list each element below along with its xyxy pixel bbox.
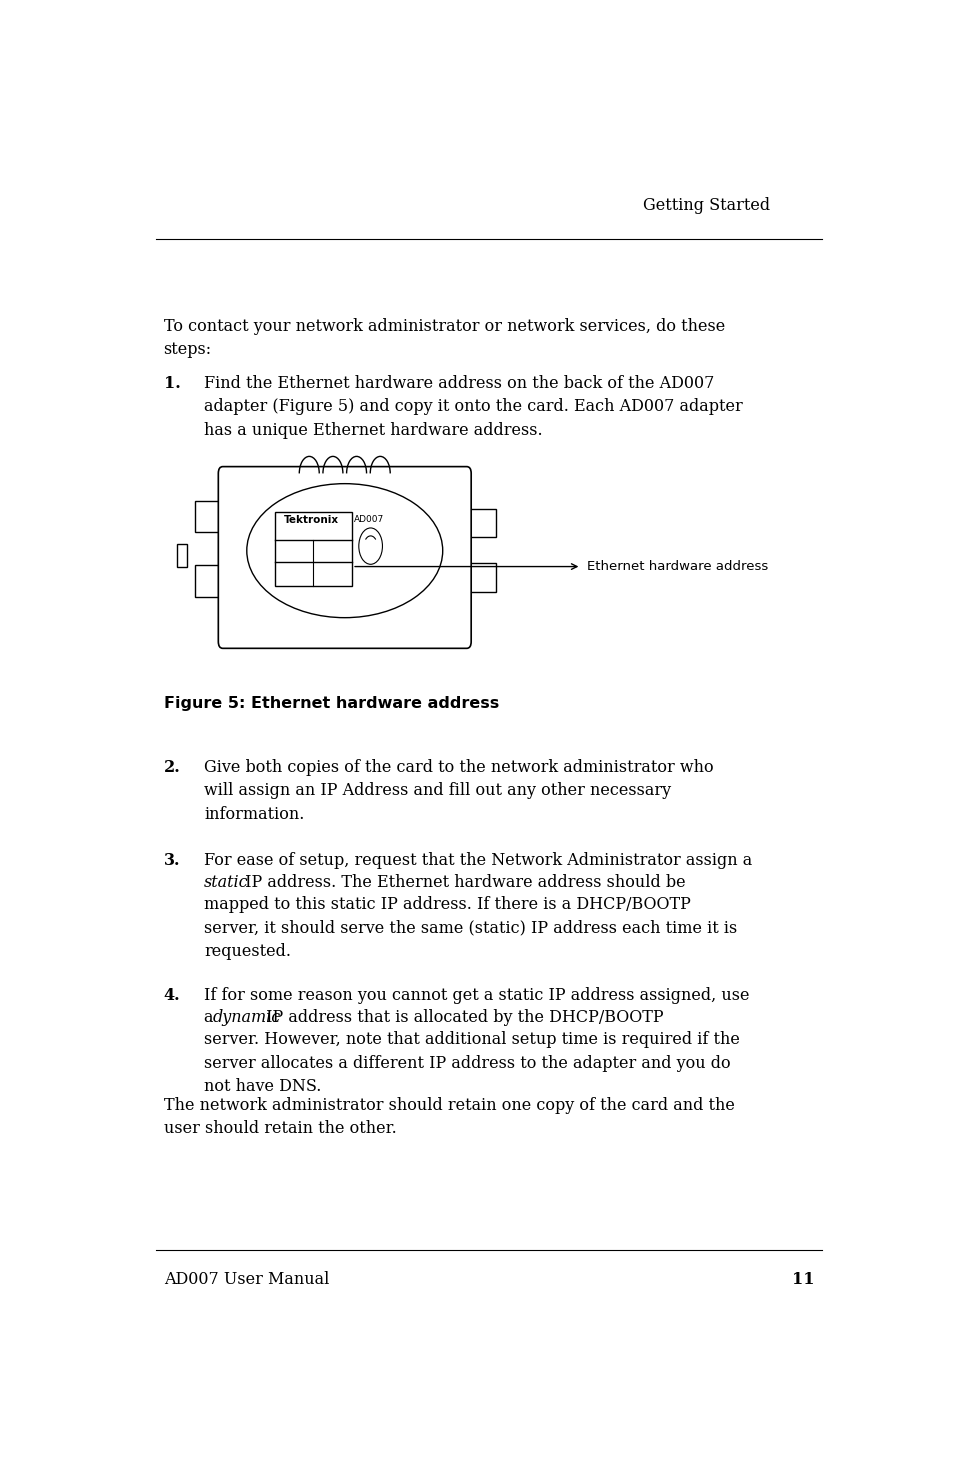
Text: 2.: 2.: [164, 758, 180, 776]
Text: 3.: 3.: [164, 851, 180, 869]
FancyBboxPatch shape: [176, 544, 187, 566]
FancyBboxPatch shape: [468, 509, 496, 537]
Text: To contact your network administrator or network services, do these
steps:: To contact your network administrator or…: [164, 317, 724, 358]
Text: 11: 11: [791, 1271, 813, 1288]
Text: Figure 5: Ethernet hardware address: Figure 5: Ethernet hardware address: [164, 696, 498, 711]
Text: 4.: 4.: [164, 987, 180, 1004]
Text: static: static: [204, 873, 249, 891]
Ellipse shape: [247, 484, 442, 618]
FancyBboxPatch shape: [194, 500, 221, 532]
Text: AD007: AD007: [354, 515, 383, 525]
Text: dynamic: dynamic: [213, 1009, 281, 1027]
Text: For ease of setup, request that the Network Administrator assign a: For ease of setup, request that the Netw…: [204, 851, 752, 869]
Text: server. However, note that additional setup time is required if the
server alloc: server. However, note that additional se…: [204, 1031, 740, 1094]
Text: Find the Ethernet hardware address on the back of the AD007
adapter (Figure 5) a: Find the Ethernet hardware address on th…: [204, 375, 742, 438]
Text: mapped to this static IP address. If there is a DHCP/BOOTP
server, it should ser: mapped to this static IP address. If the…: [204, 895, 737, 960]
FancyBboxPatch shape: [468, 563, 496, 591]
Text: Getting Started: Getting Started: [642, 198, 769, 214]
Text: AD007 User Manual: AD007 User Manual: [164, 1271, 329, 1288]
Text: Ethernet hardware address: Ethernet hardware address: [586, 560, 767, 574]
Text: Give both copies of the card to the network administrator who
will assign an IP : Give both copies of the card to the netw…: [204, 758, 713, 823]
Text: IP address. The Ethernet hardware address should be: IP address. The Ethernet hardware addres…: [239, 873, 684, 891]
Text: If for some reason you cannot get a static IP address assigned, use: If for some reason you cannot get a stat…: [204, 987, 749, 1004]
Circle shape: [358, 528, 382, 565]
Text: 1.: 1.: [164, 375, 180, 392]
Text: IP address that is allocated by the DHCP/BOOTP: IP address that is allocated by the DHCP…: [261, 1009, 663, 1027]
FancyBboxPatch shape: [194, 565, 221, 597]
Text: a: a: [204, 1009, 218, 1027]
FancyBboxPatch shape: [218, 466, 471, 649]
Text: The network administrator should retain one copy of the card and the
user should: The network administrator should retain …: [164, 1097, 734, 1137]
FancyBboxPatch shape: [274, 512, 352, 586]
Text: Tektronix: Tektronix: [284, 515, 338, 525]
